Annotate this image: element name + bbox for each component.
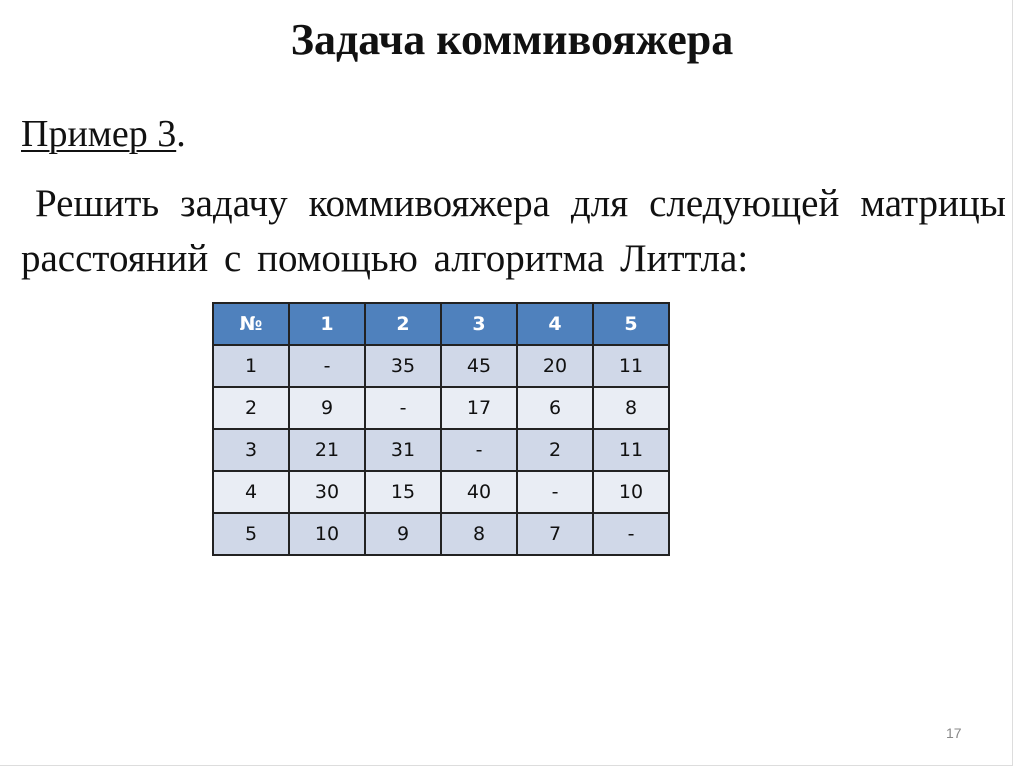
table-row: 3 21 31-2 11 <box>212 428 670 472</box>
distance-cell: 15 <box>364 470 442 514</box>
problem-statement: Решить задачу коммивояжера для следующей… <box>21 176 1006 286</box>
distance-cell: 2 <box>516 428 594 472</box>
problem-text: Решить задачу коммивояжера для следующей… <box>21 182 1006 280</box>
distance-cell: - <box>516 470 594 514</box>
distance-cell: 21 <box>288 428 366 472</box>
distance-cell: 9 <box>364 512 442 556</box>
distance-cell: - <box>364 386 442 430</box>
row-header-cell: 1 <box>212 344 290 388</box>
column-header: № <box>212 302 290 346</box>
table-header-row: № 1 2 3 4 5 <box>212 302 670 346</box>
row-header-cell: 5 <box>212 512 290 556</box>
column-header: 5 <box>592 302 670 346</box>
distance-cell: - <box>440 428 518 472</box>
distance-cell: 20 <box>516 344 594 388</box>
example-label: Пример 3 <box>21 113 177 155</box>
example-heading: Пример 3. <box>21 112 186 156</box>
distance-matrix: № 1 2 3 4 5 1-35 45 20 11 2 9-17 6 8 3 21 31-2 11 4 30 15 40… <box>212 302 670 556</box>
distance-cell: 40 <box>440 470 518 514</box>
slide-title: Задача коммивояжера <box>290 15 734 64</box>
distance-cell: - <box>288 344 366 388</box>
table-row: 1-35 45 20 11 <box>212 344 670 388</box>
distance-cell: 11 <box>592 344 670 388</box>
row-header-cell: 2 <box>212 386 290 430</box>
page-number: 17 <box>946 725 962 741</box>
table-row: 4 30 15 40-10 <box>212 470 670 514</box>
table-row: 2 9-17 6 8 <box>212 386 670 430</box>
distance-cell: 7 <box>516 512 594 556</box>
distance-cell: 31 <box>364 428 442 472</box>
distance-cell: 8 <box>592 386 670 430</box>
distance-cell: 9 <box>288 386 366 430</box>
example-suffix: . <box>176 113 186 155</box>
column-header: 4 <box>516 302 594 346</box>
distance-cell: 6 <box>516 386 594 430</box>
column-header: 2 <box>364 302 442 346</box>
column-header: 1 <box>288 302 366 346</box>
distance-cell: 10 <box>288 512 366 556</box>
distance-cell: 8 <box>440 512 518 556</box>
row-header-cell: 3 <box>212 428 290 472</box>
distance-cell: 11 <box>592 428 670 472</box>
distance-cell: 10 <box>592 470 670 514</box>
table-row: 5 10 9 8 7- <box>212 512 670 556</box>
distance-cell: - <box>592 512 670 556</box>
distance-cell: 35 <box>364 344 442 388</box>
distance-cell: 45 <box>440 344 518 388</box>
row-header-cell: 4 <box>212 470 290 514</box>
distance-cell: 17 <box>440 386 518 430</box>
distance-cell: 30 <box>288 470 366 514</box>
column-header: 3 <box>440 302 518 346</box>
